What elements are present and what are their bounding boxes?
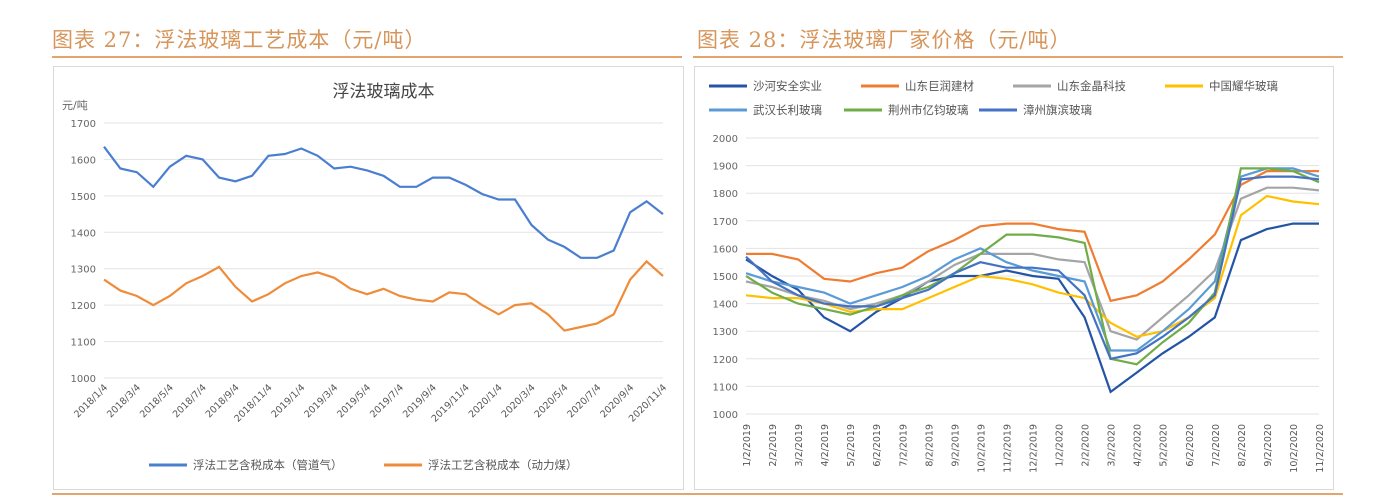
x-tick-label: 11/2/2019 bbox=[1002, 424, 1013, 473]
legend-label-1: 山东巨润建材 bbox=[905, 79, 974, 93]
x-tick-label: 10/2/2019 bbox=[976, 424, 987, 473]
header-rule-left bbox=[52, 56, 682, 58]
x-tick-label: 4/2/2019 bbox=[820, 424, 831, 467]
y-tick-label: 1100 bbox=[713, 382, 738, 393]
legend-label-1: 浮法工艺含税成本（动力煤） bbox=[428, 458, 578, 472]
y-tick-label: 1600 bbox=[713, 244, 738, 255]
series-line-6 bbox=[745, 175, 1320, 361]
chart-title: 浮法玻璃成本 bbox=[333, 82, 435, 102]
y-tick-label: 1300 bbox=[713, 327, 738, 338]
series-line-4 bbox=[745, 167, 1320, 352]
x-tick-label: 5/2/2020 bbox=[1159, 424, 1170, 467]
x-tick-label: 2020/1/4 bbox=[467, 382, 505, 420]
y-tick-label: 1700 bbox=[713, 217, 738, 228]
x-tick-label: 2019/5/4 bbox=[335, 382, 373, 420]
x-tick-label: 9/2/2020 bbox=[1263, 424, 1274, 467]
legend-label-2: 山东金晶科技 bbox=[1057, 79, 1126, 93]
legend-label-4: 武汉长利玻璃 bbox=[753, 103, 822, 117]
chart-28-heading: 图表 28：浮法玻璃厂家价格（元/吨） bbox=[697, 28, 1072, 52]
x-tick-label: 9/2/2019 bbox=[950, 424, 961, 467]
x-tick-label: 4/2/2020 bbox=[1133, 424, 1144, 467]
x-tick-label: 8/2/2020 bbox=[1237, 424, 1248, 467]
y-tick-label: 1500 bbox=[71, 192, 96, 203]
y-tick-label: 1200 bbox=[71, 301, 96, 312]
header-rule-right bbox=[693, 56, 1343, 58]
y-tick-label: 1100 bbox=[71, 338, 96, 349]
x-tick-label: 2019/1/4 bbox=[269, 382, 307, 420]
y-tick-label: 1000 bbox=[71, 374, 96, 385]
y-axis-unit: 元/吨 bbox=[62, 99, 88, 112]
x-tick-label: 2018/1/4 bbox=[72, 382, 110, 420]
legend-label-3: 中国耀华玻璃 bbox=[1209, 79, 1278, 93]
chart-27-panel: 浮法玻璃成本元/吨 1000 1100 1200 1300 1400 1500 1600 170… bbox=[53, 66, 684, 490]
x-tick-label: 12/2/2019 bbox=[1029, 424, 1040, 473]
x-tick-label: 2018/3/4 bbox=[105, 382, 143, 420]
x-tick-label: 7/2/2020 bbox=[1211, 424, 1222, 467]
x-tick-label: 2019/7/4 bbox=[368, 382, 406, 420]
x-tick-label: 7/2/2019 bbox=[898, 424, 909, 467]
x-tick-label: 3/2/2019 bbox=[794, 424, 805, 467]
chart-27-heading: 图表 27：浮法玻璃工艺成本（元/吨） bbox=[52, 28, 427, 52]
y-tick-label: 1600 bbox=[71, 155, 96, 166]
x-tick-label: 2020/3/4 bbox=[500, 382, 538, 420]
x-tick-label: 10/2/2020 bbox=[1289, 424, 1300, 473]
x-tick-label: 1/2/2019 bbox=[742, 424, 753, 467]
legend-label-0: 沙河安全实业 bbox=[753, 79, 822, 93]
x-tick-label: 2020/7/4 bbox=[565, 382, 603, 420]
y-tick-label: 1300 bbox=[71, 265, 96, 276]
y-tick-label: 1700 bbox=[71, 119, 96, 130]
legend-label-6: 漳州旗滨玻璃 bbox=[1023, 103, 1092, 117]
x-tick-label: 3/2/2020 bbox=[1107, 424, 1118, 467]
x-tick-label: 2/2/2019 bbox=[768, 424, 779, 467]
chart-28: 1000 1100 1200 1300 1400 1500 1600 1700 1800 1900… bbox=[709, 79, 1326, 473]
x-tick-label: 2019/3/4 bbox=[302, 382, 340, 420]
footer-rule bbox=[52, 493, 1343, 495]
y-tick-label: 1000 bbox=[713, 410, 738, 421]
series-line-0 bbox=[103, 146, 664, 259]
series-line-1 bbox=[103, 259, 664, 332]
x-tick-label: 6/2/2019 bbox=[872, 424, 883, 467]
x-tick-label: 1/2/2020 bbox=[1055, 424, 1066, 467]
y-tick-label: 1400 bbox=[71, 228, 96, 239]
y-tick-label: 1400 bbox=[713, 300, 738, 311]
x-tick-label: 2018/7/4 bbox=[171, 382, 209, 420]
x-tick-label: 2/2/2020 bbox=[1081, 424, 1092, 467]
x-tick-label: 11/2/2020 bbox=[1315, 424, 1326, 473]
y-tick-label: 1800 bbox=[713, 189, 738, 200]
y-tick-label: 1200 bbox=[713, 355, 738, 366]
legend-label-5: 荆州市亿钧玻璃 bbox=[888, 103, 969, 117]
x-tick-label: 5/2/2019 bbox=[846, 424, 857, 467]
y-tick-label: 1900 bbox=[713, 162, 738, 173]
x-tick-label: 2020/5/4 bbox=[533, 382, 571, 420]
x-tick-label: 6/2/2020 bbox=[1185, 424, 1196, 467]
legend-label-0: 浮法工艺含税成本（管道气） bbox=[193, 458, 343, 472]
series-line-3 bbox=[745, 194, 1320, 338]
chart-28-panel: 1000 1100 1200 1300 1400 1500 1600 1700 1800 1900… bbox=[694, 66, 1334, 490]
series-line-1 bbox=[746, 170, 1319, 303]
y-tick-label: 1500 bbox=[713, 272, 738, 283]
y-tick-label: 2000 bbox=[713, 134, 738, 145]
x-tick-label: 2018/5/4 bbox=[138, 382, 176, 420]
x-tick-label: 8/2/2019 bbox=[924, 424, 935, 467]
